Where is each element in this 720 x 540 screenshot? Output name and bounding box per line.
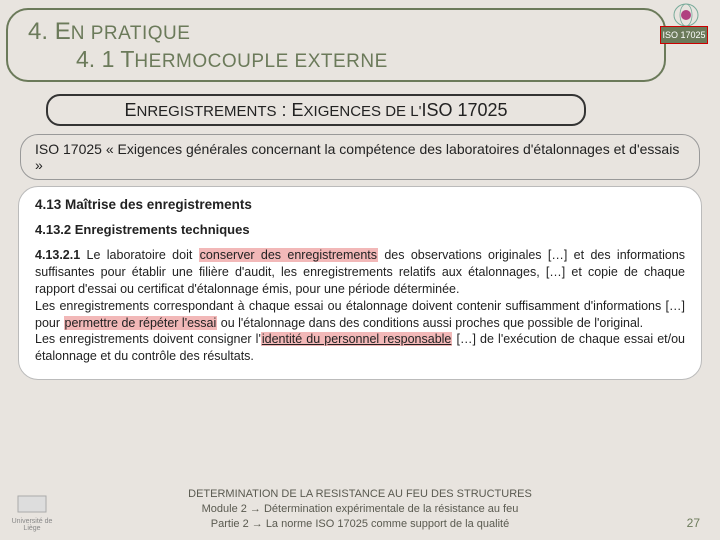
slide-footer: DETERMINATION DE LA RESISTANCE AU FEU DE…	[0, 487, 720, 532]
page-number: 27	[687, 516, 700, 530]
t4: ou l'étalonnage dans des conditions auss…	[217, 316, 643, 330]
t1: Le laboratoire doit	[80, 248, 198, 262]
title-rest: N PRATIQUE	[71, 23, 191, 44]
subtitle-cap: T	[120, 46, 134, 72]
heading-cap2: E	[292, 100, 304, 120]
slide-title-box: 4. EN PRATIQUE 4. 1 THERMOCOUPLE EXTERNE	[6, 8, 666, 82]
heading-cap1: E	[124, 100, 136, 120]
highlight-conserve: conserver des enregistrements	[199, 248, 378, 262]
intro-text: ISO 17025 « Exigences générales concerna…	[20, 134, 700, 180]
title-line-1: 4. EN PRATIQUE	[28, 18, 644, 46]
heading-rest2: XIGENCES DE L	[304, 103, 419, 120]
standard-excerpt-box: 4.13 Maîtrise des enregistrements 4.13.2…	[18, 186, 702, 380]
title-line-2: 4. 1 THERMOCOUPLE EXTERNE	[28, 46, 644, 73]
iso-badge: ISO 17025	[660, 26, 708, 44]
clause-number: 4.13.2.1	[35, 248, 80, 262]
subtitle-rest: HERMOCOUPLE EXTERNE	[134, 51, 387, 72]
footer-line-1: DETERMINATION DE LA RESISTANCE AU FEU DE…	[0, 487, 720, 502]
heading-sep: :	[277, 100, 292, 120]
globe-logo-icon	[668, 2, 704, 28]
highlight-identity: identité du personnel responsable	[261, 332, 453, 346]
content-area: ISO 17025 « Exigences générales concerna…	[20, 134, 700, 184]
footer-line-2: Module 2 → Détermination expérimentale d…	[0, 502, 720, 517]
title-cap: E	[55, 18, 71, 45]
clause-4-13: 4.13 Maîtrise des enregistrements	[35, 197, 685, 212]
heading-rest1: NREGISTREMENTS	[136, 103, 276, 120]
heading-iso: ISO 17025	[421, 100, 507, 120]
section-heading-box: ENREGISTREMENTS : EXIGENCES DE L'ISO 170…	[46, 94, 586, 126]
subtitle-number: 4. 1	[76, 46, 114, 72]
clause-4-13-2: 4.13.2 Enregistrements techniques	[35, 222, 685, 237]
footer-line-3: Partie 2 → La norme ISO 17025 comme supp…	[0, 517, 720, 532]
title-number: 4.	[28, 18, 48, 45]
highlight-repeat: permettre de répéter l'essai	[64, 316, 218, 330]
clause-body: 4.13.2.1 Le laboratoire doit conserver d…	[35, 247, 685, 365]
t5: Les enregistrements doivent consigner l'	[35, 332, 261, 346]
